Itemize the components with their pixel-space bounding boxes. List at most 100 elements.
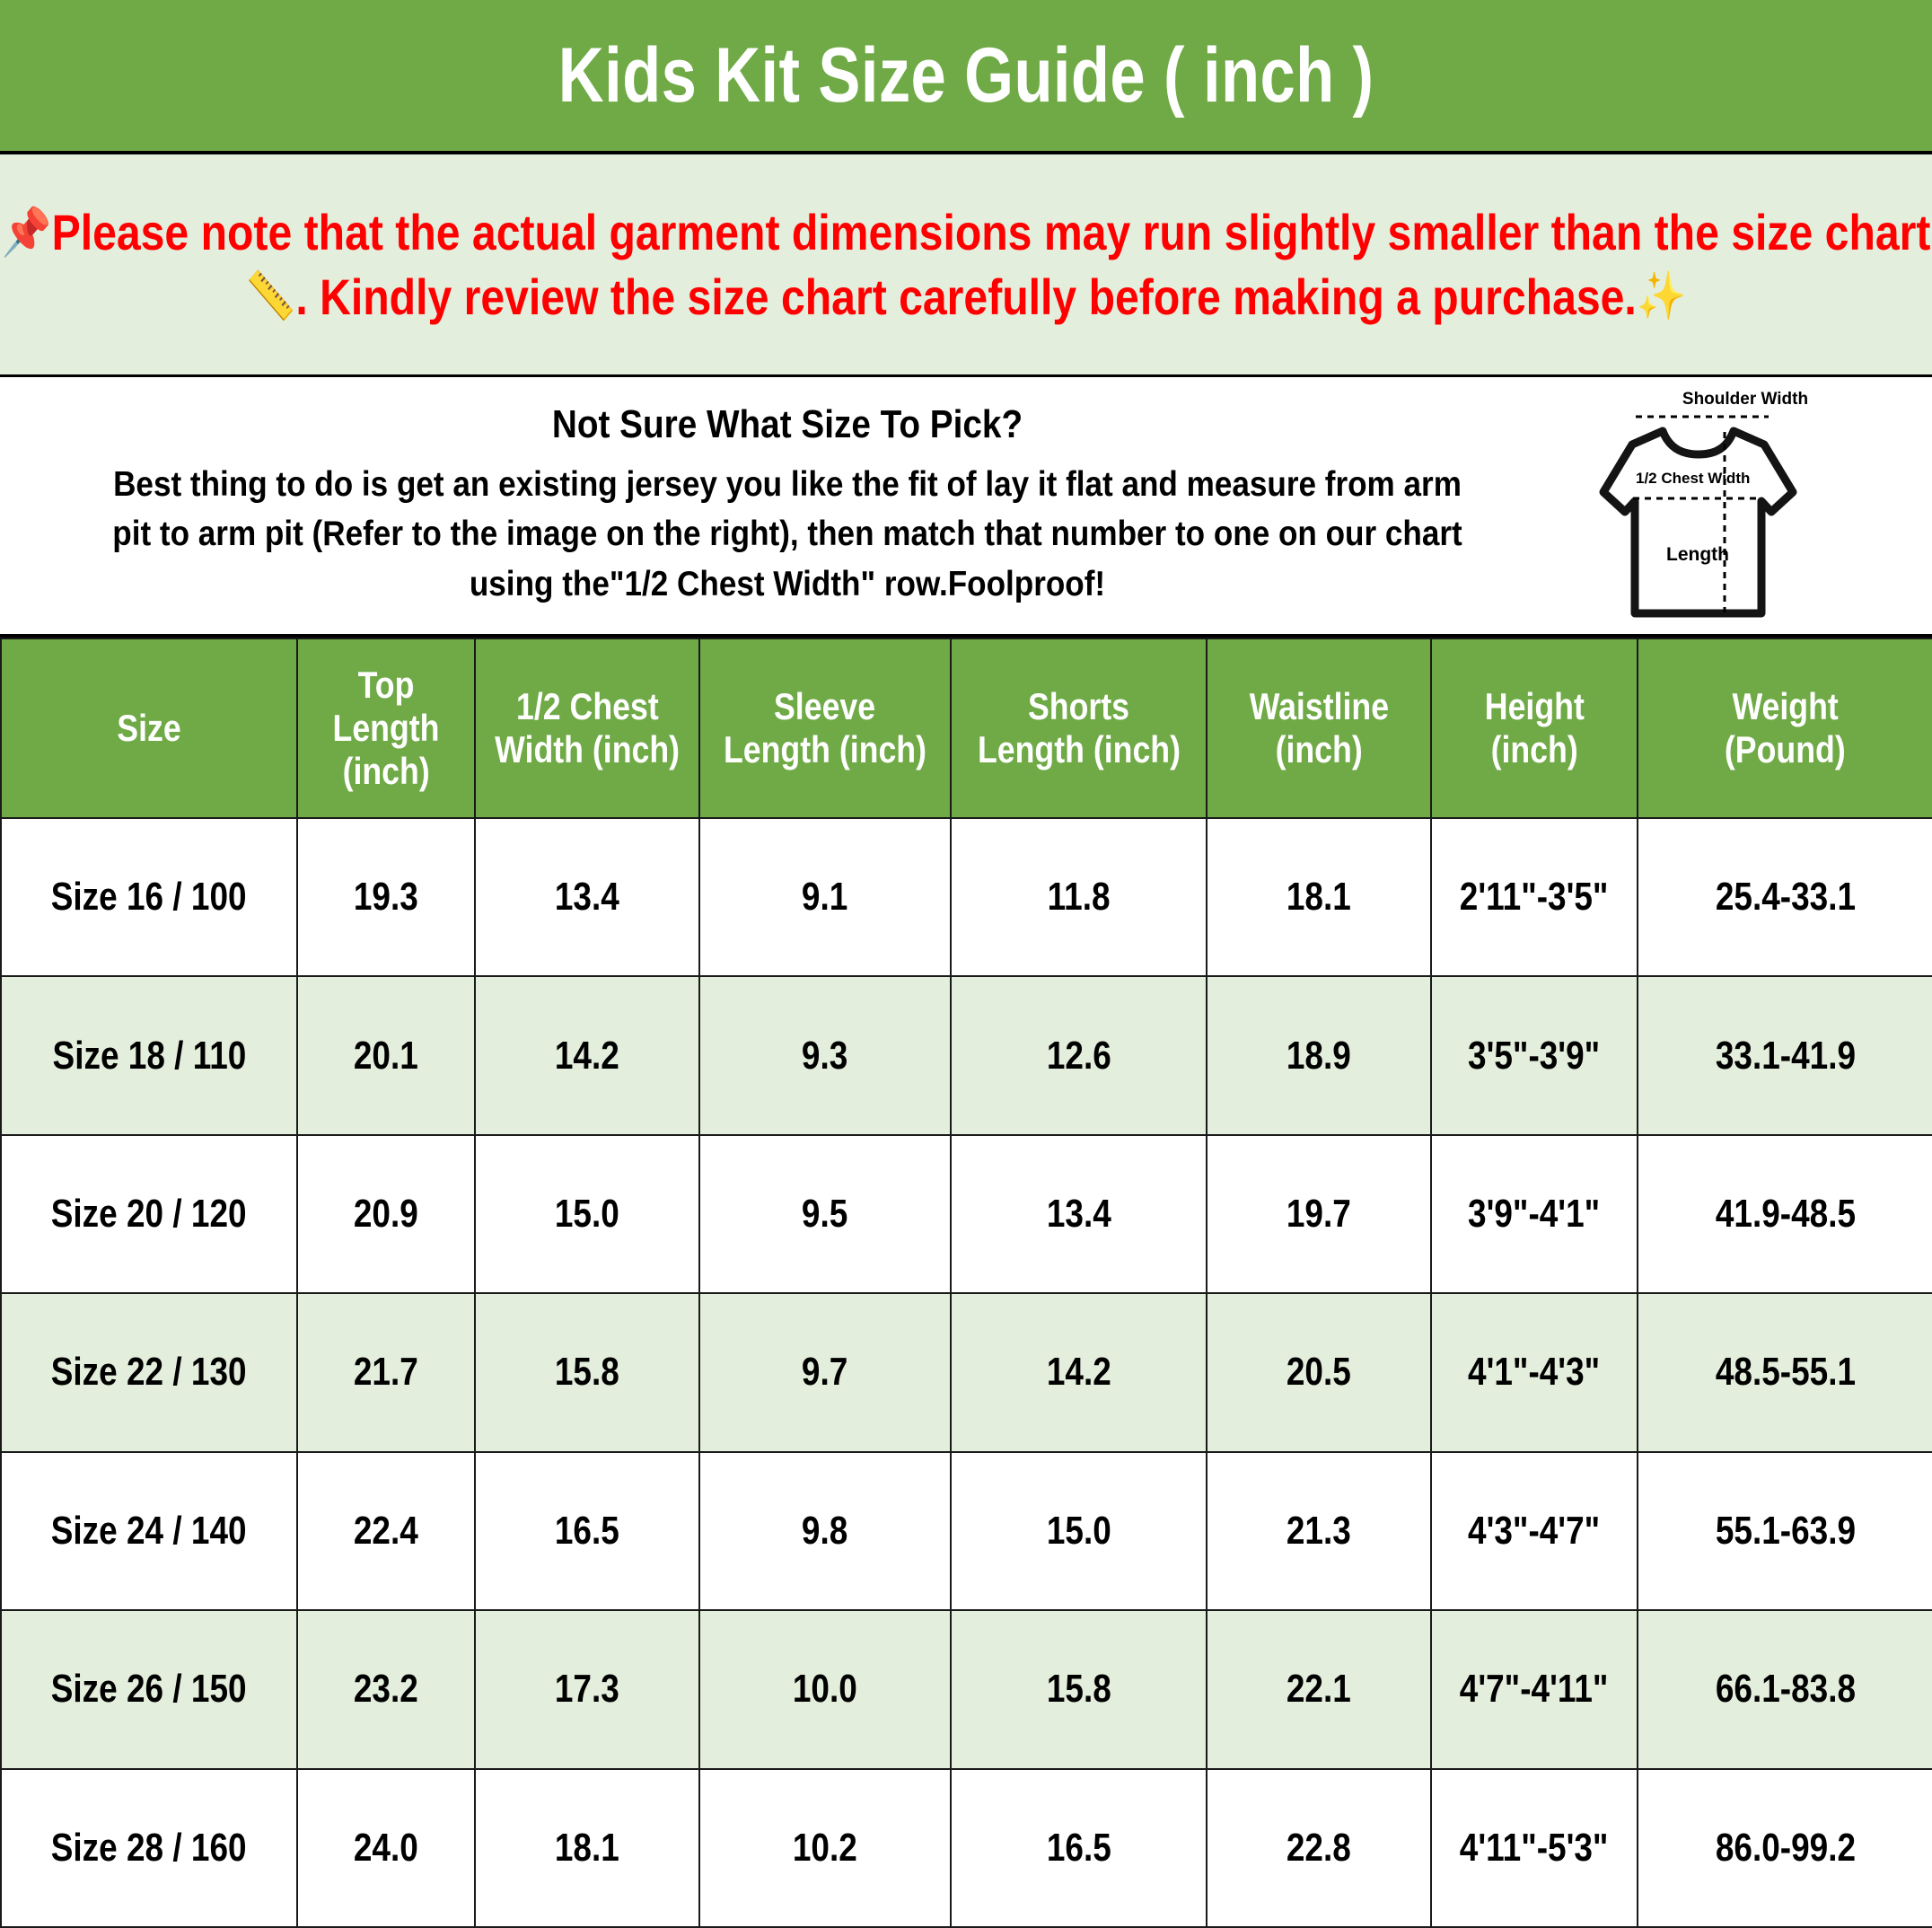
cell-size-value: Size 24 / 140 bbox=[51, 1508, 247, 1553]
column-header-height-l1: Height bbox=[1484, 684, 1585, 727]
cell-height: 4'7"-4'11" bbox=[1430, 1609, 1638, 1770]
cell-sleeve-length-value: 9.1 bbox=[802, 875, 848, 920]
cell-weight: 66.1-83.8 bbox=[1637, 1609, 1932, 1770]
cell-shorts-length: 14.2 bbox=[950, 1292, 1208, 1453]
cell-shorts-length: 13.4 bbox=[950, 1133, 1208, 1295]
column-header-height: Height (inch) bbox=[1430, 638, 1638, 819]
info-text-block: Not Sure What Size To Pick? Best thing t… bbox=[0, 402, 1575, 609]
cell-waistline-value: 22.8 bbox=[1287, 1825, 1351, 1870]
tshirt-outline bbox=[1599, 427, 1797, 618]
info-section: Not Sure What Size To Pick? Best thing t… bbox=[0, 377, 1932, 638]
column-header-weight: Weight (Pound) bbox=[1637, 638, 1932, 819]
cell-half-chest-width-value: 17.3 bbox=[555, 1667, 619, 1712]
cell-weight: 86.0-99.2 bbox=[1637, 1767, 1932, 1928]
info-body-line-3: using the"1/2 Chest Width" row.Foolproof… bbox=[469, 564, 1106, 603]
column-header-weight-l1: Weight bbox=[1732, 684, 1839, 727]
cell-half-chest-width: 17.3 bbox=[474, 1609, 700, 1770]
page-title: Kids Kit Size Guide ( inch ) bbox=[558, 31, 1374, 119]
cell-height: 4'1"-4'3" bbox=[1430, 1292, 1638, 1453]
cell-size: Size 16 / 100 bbox=[0, 816, 298, 978]
column-header-waistline-l2: (inch) bbox=[1275, 728, 1363, 770]
cell-size-value: Size 26 / 150 bbox=[51, 1667, 247, 1712]
cell-shorts-length-value: 14.2 bbox=[1046, 1350, 1111, 1395]
column-header-height-l2: (inch) bbox=[1490, 728, 1578, 770]
cell-height-value: 4'11"-5'3" bbox=[1460, 1825, 1609, 1870]
column-header-half-chest-width: 1/2 Chest Width (inch) bbox=[474, 638, 700, 819]
cell-top-length: 20.9 bbox=[296, 1133, 476, 1295]
column-header-top-length: Top Length (inch) bbox=[296, 638, 476, 819]
cell-shorts-length-value: 11.8 bbox=[1047, 875, 1111, 920]
cell-weight-value: 25.4-33.1 bbox=[1715, 875, 1856, 920]
cell-waistline-value: 21.3 bbox=[1287, 1508, 1351, 1553]
cell-waistline-value: 18.1 bbox=[1287, 875, 1351, 920]
cell-size-value: Size 20 / 120 bbox=[51, 1192, 247, 1237]
column-header-shorts-length: Shorts Length (inch) bbox=[950, 638, 1208, 819]
table-row: Size 16 / 100 19.3 13.4 9.1 11.8 18.1 2'… bbox=[0, 816, 1932, 978]
column-header-shorts-length-l2: Length (inch) bbox=[977, 728, 1181, 770]
cell-weight-value: 66.1-83.8 bbox=[1715, 1667, 1856, 1712]
column-header-top-length-l1: Top Length bbox=[332, 663, 440, 749]
cell-top-length-value: 23.2 bbox=[354, 1667, 418, 1712]
cell-height-value: 3'9"-4'1" bbox=[1468, 1192, 1601, 1237]
cell-half-chest-width-value: 18.1 bbox=[555, 1825, 619, 1870]
cell-size: Size 24 / 140 bbox=[0, 1450, 298, 1612]
cell-waistline: 19.7 bbox=[1206, 1133, 1432, 1295]
table-row: Size 18 / 110 20.1 14.2 9.3 12.6 18.9 3'… bbox=[0, 975, 1932, 1136]
info-body-line-1: Best thing to do is get an existing jers… bbox=[113, 464, 1462, 504]
cell-top-length-value: 21.7 bbox=[354, 1350, 418, 1395]
cell-height: 4'11"-5'3" bbox=[1430, 1767, 1638, 1928]
cell-height-value: 2'11"-3'5" bbox=[1460, 875, 1609, 920]
cell-height-value: 3'5"-3'9" bbox=[1468, 1033, 1601, 1078]
cell-weight: 48.5-55.1 bbox=[1637, 1292, 1932, 1453]
table-row: Size 22 / 130 21.7 15.8 9.7 14.2 20.5 4'… bbox=[0, 1292, 1932, 1453]
notice-line-2: 📏 . Kindly review the size chart careful… bbox=[246, 265, 1687, 330]
notice-line-1-text: Please note that the actual garment dime… bbox=[51, 203, 1931, 260]
column-header-sleeve-length: Sleeve Length (inch) bbox=[698, 638, 952, 819]
cell-size-value: Size 22 / 130 bbox=[51, 1350, 247, 1395]
cell-top-length-value: 24.0 bbox=[354, 1825, 418, 1870]
cell-weight-value: 33.1-41.9 bbox=[1715, 1033, 1856, 1078]
tshirt-diagram: Shoulder Width 1/2 Chest Width Length bbox=[1575, 384, 1925, 627]
cell-top-length-value: 20.1 bbox=[354, 1033, 418, 1078]
cell-top-length: 19.3 bbox=[296, 816, 476, 978]
column-header-top-length-l2: (inch) bbox=[342, 750, 430, 793]
cell-sleeve-length-value: 10.0 bbox=[793, 1667, 857, 1712]
column-header-size: Size bbox=[0, 638, 298, 819]
ruler-icon: 📏 bbox=[245, 270, 296, 323]
cell-shorts-length-value: 15.8 bbox=[1046, 1667, 1111, 1712]
cell-size-value: Size 28 / 160 bbox=[51, 1825, 247, 1870]
cell-top-length-value: 20.9 bbox=[354, 1192, 418, 1237]
length-label: Length bbox=[1666, 544, 1729, 565]
cell-waistline: 18.1 bbox=[1206, 816, 1432, 978]
cell-waistline: 20.5 bbox=[1206, 1292, 1432, 1453]
table-body: Size 16 / 100 19.3 13.4 9.1 11.8 18.1 2'… bbox=[0, 816, 1932, 1928]
cell-size: Size 18 / 110 bbox=[0, 975, 298, 1136]
cell-shorts-length-value: 13.4 bbox=[1046, 1192, 1111, 1237]
half-chest-width-label: 1/2 Chest Width bbox=[1636, 470, 1750, 487]
cell-height-value: 4'3"-4'7" bbox=[1468, 1508, 1601, 1553]
cell-sleeve-length-value: 9.3 bbox=[802, 1033, 848, 1078]
cell-waistline: 21.3 bbox=[1206, 1450, 1432, 1612]
column-header-sleeve-length-l1: Sleeve bbox=[774, 684, 876, 727]
cell-sleeve-length-value: 10.2 bbox=[793, 1825, 857, 1870]
cell-half-chest-width: 16.5 bbox=[474, 1450, 700, 1612]
cell-shorts-length-value: 12.6 bbox=[1046, 1033, 1111, 1078]
notice-band: 📌 Please note that the actual garment di… bbox=[0, 154, 1932, 377]
cell-weight: 55.1-63.9 bbox=[1637, 1450, 1932, 1612]
cell-sleeve-length: 10.2 bbox=[698, 1767, 952, 1928]
cell-height: 4'3"-4'7" bbox=[1430, 1450, 1638, 1612]
notice-line-2-text: . Kindly review the size chart carefully… bbox=[295, 268, 1637, 325]
cell-sleeve-length-value: 9.7 bbox=[802, 1350, 848, 1395]
cell-half-chest-width: 14.2 bbox=[474, 975, 700, 1136]
cell-top-length: 22.4 bbox=[296, 1450, 476, 1612]
cell-top-length-value: 22.4 bbox=[354, 1508, 418, 1553]
cell-weight-value: 86.0-99.2 bbox=[1715, 1825, 1856, 1870]
column-header-half-chest-width-l2: Width (inch) bbox=[495, 728, 680, 770]
cell-size: Size 26 / 150 bbox=[0, 1609, 298, 1770]
cell-top-length: 20.1 bbox=[296, 975, 476, 1136]
cell-shorts-length: 11.8 bbox=[950, 816, 1208, 978]
notice-line-1: 📌 Please note that the actual garment di… bbox=[2, 200, 1931, 265]
cell-size-value: Size 16 / 100 bbox=[51, 875, 247, 920]
cell-half-chest-width-value: 13.4 bbox=[555, 875, 619, 920]
